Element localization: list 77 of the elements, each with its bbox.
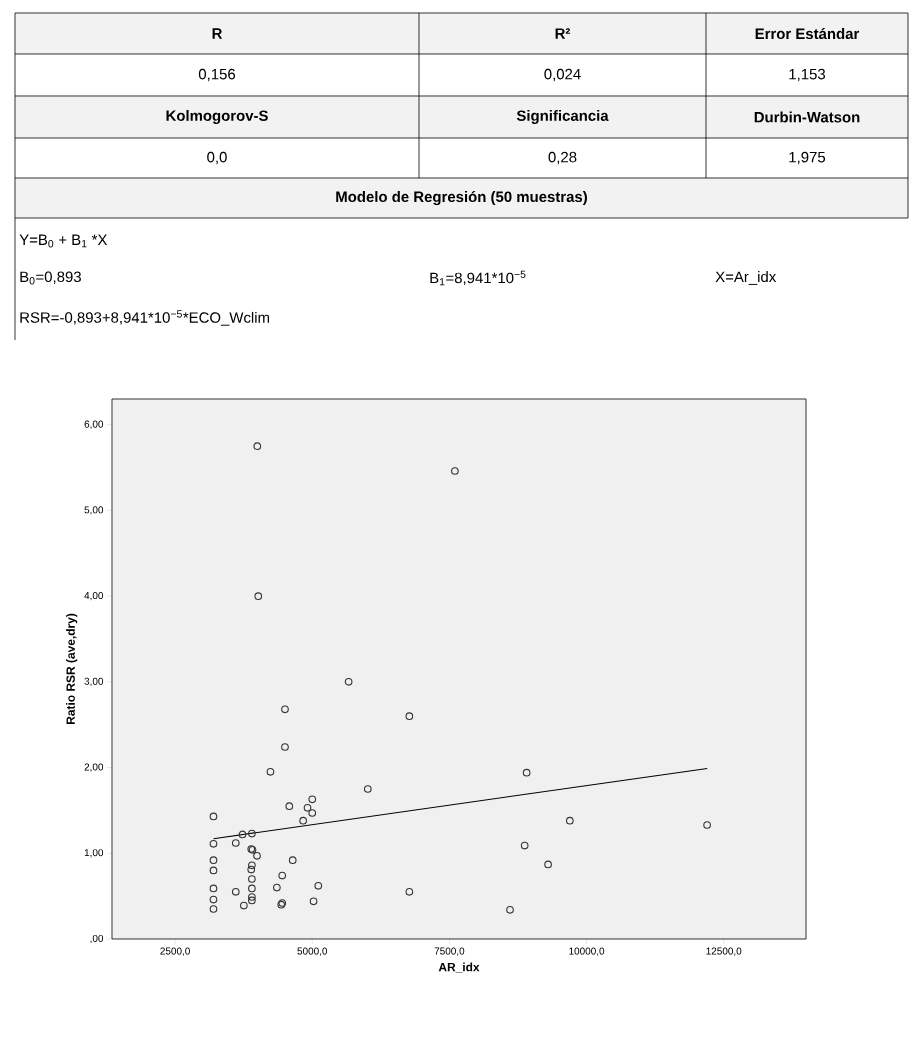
point <box>253 442 262 450</box>
text: 0,156 <box>198 68 236 82</box>
point <box>363 785 372 793</box>
y-axis-title: Ratio RSR (ave,dry) <box>66 613 78 724</box>
point <box>285 802 294 810</box>
text: 0,28 <box>548 151 577 165</box>
point <box>314 882 323 890</box>
point <box>238 830 247 839</box>
point <box>247 865 256 874</box>
point <box>451 467 459 475</box>
point <box>248 829 256 838</box>
y-tick-label: 1,00 <box>84 849 104 858</box>
point <box>209 895 218 904</box>
text: Durbin-Watson <box>754 111 860 123</box>
point <box>544 860 552 869</box>
point <box>299 816 307 825</box>
y-tick-label: 4,00 <box>84 592 104 601</box>
y-tick-label: 6,00 <box>84 420 104 429</box>
point <box>703 821 711 829</box>
point <box>288 856 297 864</box>
y-tick-label: 5,00 <box>84 506 104 515</box>
point <box>506 906 514 914</box>
point <box>209 866 218 875</box>
text: Error Estándar <box>755 27 860 40</box>
text: 1,153 <box>789 68 826 82</box>
text: 0,0 <box>207 151 227 165</box>
point <box>239 901 248 910</box>
text: B$_{1}$=8,941*10$^{−5}$ <box>430 270 526 286</box>
point <box>344 678 353 686</box>
point <box>522 768 531 777</box>
text: R² <box>555 28 571 39</box>
point <box>248 875 256 883</box>
text: Modelo de Regresión (50 muestras) <box>336 190 587 206</box>
text: R <box>212 28 223 39</box>
point <box>254 592 263 600</box>
x-tick-label: 5000,0 <box>297 947 328 956</box>
point <box>303 804 312 812</box>
x-tick-label: 10000,0 <box>569 947 605 956</box>
text: RSR=-0,893+8,941*10$^{−5}$*ECO_Wclim <box>20 310 270 326</box>
point <box>308 809 317 817</box>
point <box>248 884 256 893</box>
x-tick-label: 7500,0 <box>434 947 465 956</box>
x-tick-label: 12500,0 <box>706 947 742 956</box>
text: X=Ar_idx <box>715 271 777 285</box>
text: B$_{0}$=0,893 <box>20 271 81 285</box>
point <box>281 705 289 714</box>
point <box>248 893 256 901</box>
point <box>248 896 256 905</box>
point <box>308 795 317 804</box>
point <box>209 905 218 913</box>
point <box>405 888 414 896</box>
point <box>266 768 275 776</box>
x-tick-label: 2500,0 <box>160 947 190 956</box>
point <box>309 897 318 906</box>
y-tick-label: ,00 <box>90 934 104 944</box>
text: Kolmogorov-S <box>166 110 268 124</box>
point <box>273 883 281 892</box>
point <box>209 840 218 848</box>
point <box>231 888 240 896</box>
x-axis-title: AR_idx <box>438 962 480 973</box>
y-tick-label: 3,00 <box>84 677 104 686</box>
point <box>209 812 218 821</box>
point <box>278 871 287 880</box>
point <box>405 712 414 720</box>
point <box>565 816 574 825</box>
text: 0,024 <box>544 68 581 82</box>
text: 1,975 <box>789 151 826 165</box>
point <box>231 839 240 847</box>
point <box>520 841 529 850</box>
point <box>253 852 261 860</box>
text: Significancia <box>516 110 609 124</box>
text: Y=B$_{0}$ + B$_{1}$ *X <box>19 234 108 248</box>
y-tick-label: 2,00 <box>84 763 104 772</box>
point <box>248 861 256 870</box>
point <box>209 884 218 893</box>
point <box>209 856 218 864</box>
point <box>281 743 289 751</box>
